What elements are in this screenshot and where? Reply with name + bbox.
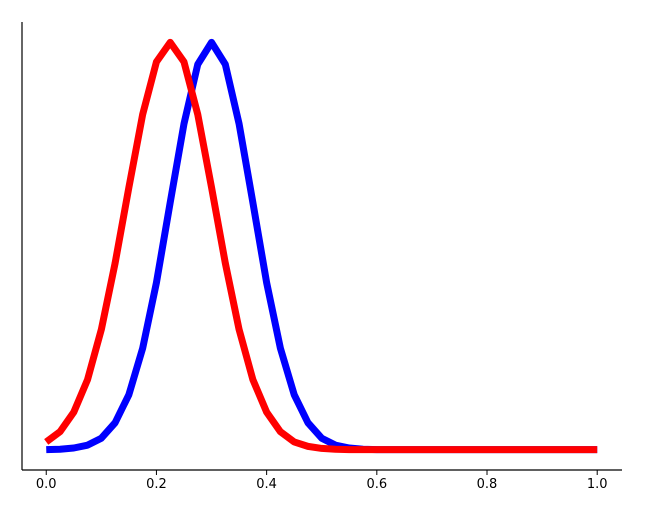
x-tick-label: 0.6 — [366, 477, 387, 492]
x-tick-label: 1.0 — [587, 477, 608, 492]
x-tick-label: 0.2 — [146, 477, 167, 492]
line-series — [46, 38, 598, 454]
x-tick-label: 0.8 — [477, 477, 498, 492]
line-series — [44, 38, 598, 454]
x-tick-label: 0.4 — [256, 477, 277, 492]
x-tick-label: 0.0 — [36, 477, 57, 492]
